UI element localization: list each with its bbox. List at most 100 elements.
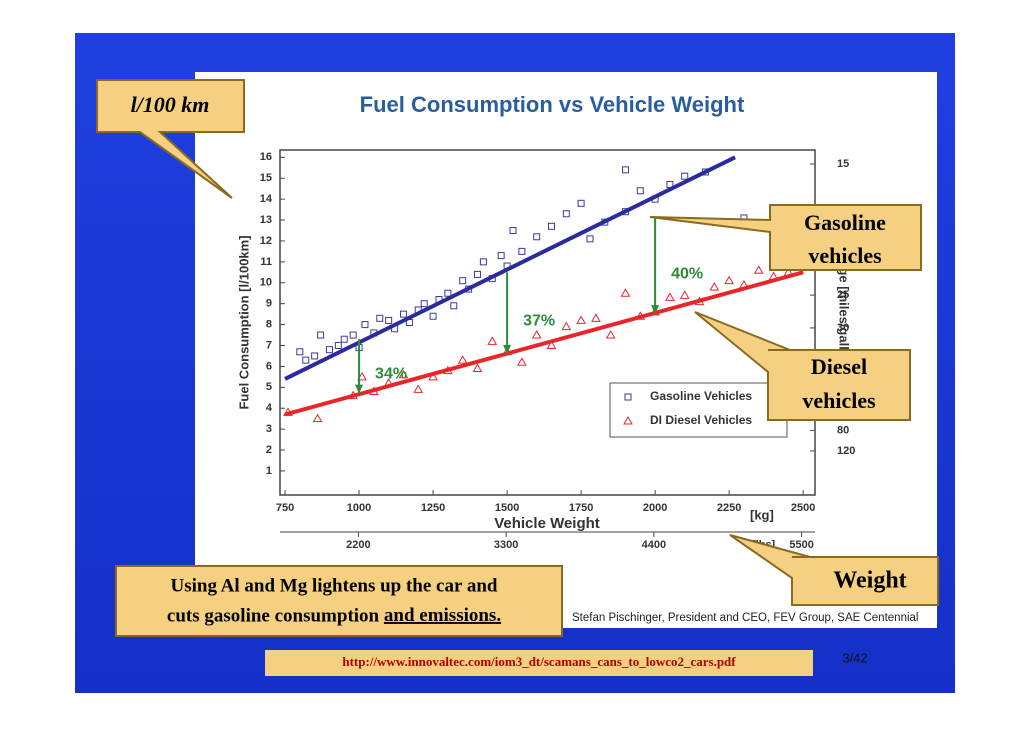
callout-text: cuts gasoline consumption and emissions. — [167, 605, 501, 626]
point — [518, 247, 526, 255]
point — [473, 270, 481, 278]
y-tick-label: 14 — [260, 193, 273, 205]
y-tick-label: 2 — [266, 444, 272, 456]
callout-box — [115, 565, 563, 637]
point — [509, 227, 517, 234]
point — [709, 281, 720, 291]
x-unit: [kg] — [750, 507, 774, 522]
point — [533, 233, 541, 241]
point — [312, 413, 323, 423]
y-tick-label: 1 — [266, 465, 272, 477]
point — [620, 288, 631, 297]
y-axis-title: Fuel Consumption [l/100km] — [236, 235, 251, 409]
x-axis-title: Vehicle Weight — [494, 515, 600, 532]
y2-tick-label: 120 — [837, 445, 855, 457]
point — [665, 292, 675, 301]
arrow-label: 40% — [671, 265, 703, 282]
point — [724, 275, 735, 285]
arrow-head — [355, 384, 364, 394]
callout-text: Gasoline — [804, 210, 886, 235]
x-tick-label: 1750 — [569, 502, 593, 514]
y-tick-label: 7 — [266, 339, 272, 351]
point — [753, 265, 764, 274]
y-tick-label: 10 — [260, 277, 272, 289]
x2-tick-label: 4400 — [642, 539, 666, 551]
point — [605, 330, 616, 339]
y-tick-label: 4 — [266, 402, 273, 414]
y-tick-label: 8 — [266, 318, 272, 330]
plot-frame — [279, 149, 816, 496]
x-tick-label: 2500 — [791, 502, 815, 514]
point — [340, 335, 348, 343]
callout-text: l/100 km — [131, 92, 210, 117]
point — [302, 356, 310, 364]
arrow-label: 37% — [523, 312, 555, 329]
callout-box — [729, 534, 939, 606]
point — [622, 166, 630, 174]
y2-tick-label: 25 — [837, 289, 849, 301]
point — [334, 342, 342, 349]
y2-tick-label: 15 — [837, 158, 849, 170]
y-tick-label: 16 — [260, 151, 272, 163]
point — [497, 252, 505, 260]
point — [385, 316, 393, 324]
point — [479, 258, 487, 266]
point — [531, 330, 542, 339]
x-tick-label: 1500 — [495, 502, 519, 514]
point — [450, 302, 458, 310]
x2-tick-label: 2200 — [346, 539, 370, 551]
callout-text: Using Al and Mg lightens up the car and — [171, 575, 498, 596]
point — [547, 222, 555, 230]
y-tick-label: 5 — [266, 381, 272, 393]
callout-box — [649, 204, 922, 271]
point — [420, 300, 428, 308]
point — [681, 172, 689, 180]
point — [457, 355, 468, 364]
page-number: 3/42 — [842, 650, 867, 665]
point — [361, 321, 369, 329]
point — [296, 348, 304, 356]
url: http://www.innovaltec.com/iom3_dt/scaman… — [342, 654, 736, 669]
x-tick-label: 2250 — [717, 502, 741, 514]
y-tick-label: 11 — [260, 256, 272, 268]
legend-marker — [623, 415, 633, 425]
callout-text: Weight — [833, 568, 906, 594]
url-box — [265, 650, 813, 676]
point — [517, 357, 527, 366]
callout-text: Diesel — [811, 354, 867, 379]
point — [577, 199, 585, 207]
x-tick-label: 1000 — [347, 502, 371, 514]
point — [586, 235, 594, 243]
x-tick-label: 750 — [276, 502, 294, 514]
point — [376, 314, 384, 322]
slide-title: Fuel Consumption vs Vehicle Weight — [360, 92, 745, 117]
point — [561, 321, 572, 331]
y-tick-label: 12 — [260, 235, 272, 247]
x-tick-label: 2000 — [643, 502, 667, 514]
point — [487, 336, 498, 345]
y-tick-label: 3 — [266, 423, 272, 435]
y-tick-label: 6 — [266, 360, 272, 372]
x2-tick-label: 3300 — [494, 539, 518, 551]
point — [576, 315, 586, 324]
point — [562, 210, 570, 218]
trend-line — [284, 270, 804, 417]
point — [472, 363, 483, 372]
y-tick-label: 9 — [266, 298, 272, 310]
x2-tick-label: 5500 — [789, 539, 813, 551]
point — [349, 331, 357, 339]
point — [636, 187, 644, 195]
x-tick-label: 1250 — [421, 502, 445, 514]
point — [591, 313, 601, 322]
point — [459, 277, 467, 285]
callout-box — [694, 311, 911, 421]
credit: Stefan Pischinger, President and CEO, FE… — [572, 612, 918, 624]
legend-marker — [624, 393, 632, 401]
y2-tick-label: 80 — [837, 424, 849, 436]
point — [325, 346, 333, 354]
y2-tick-label: 30 — [837, 322, 849, 334]
arrow-head — [651, 305, 660, 315]
y-tick-label: 13 — [260, 214, 272, 226]
point — [413, 384, 424, 393]
point — [429, 312, 437, 320]
